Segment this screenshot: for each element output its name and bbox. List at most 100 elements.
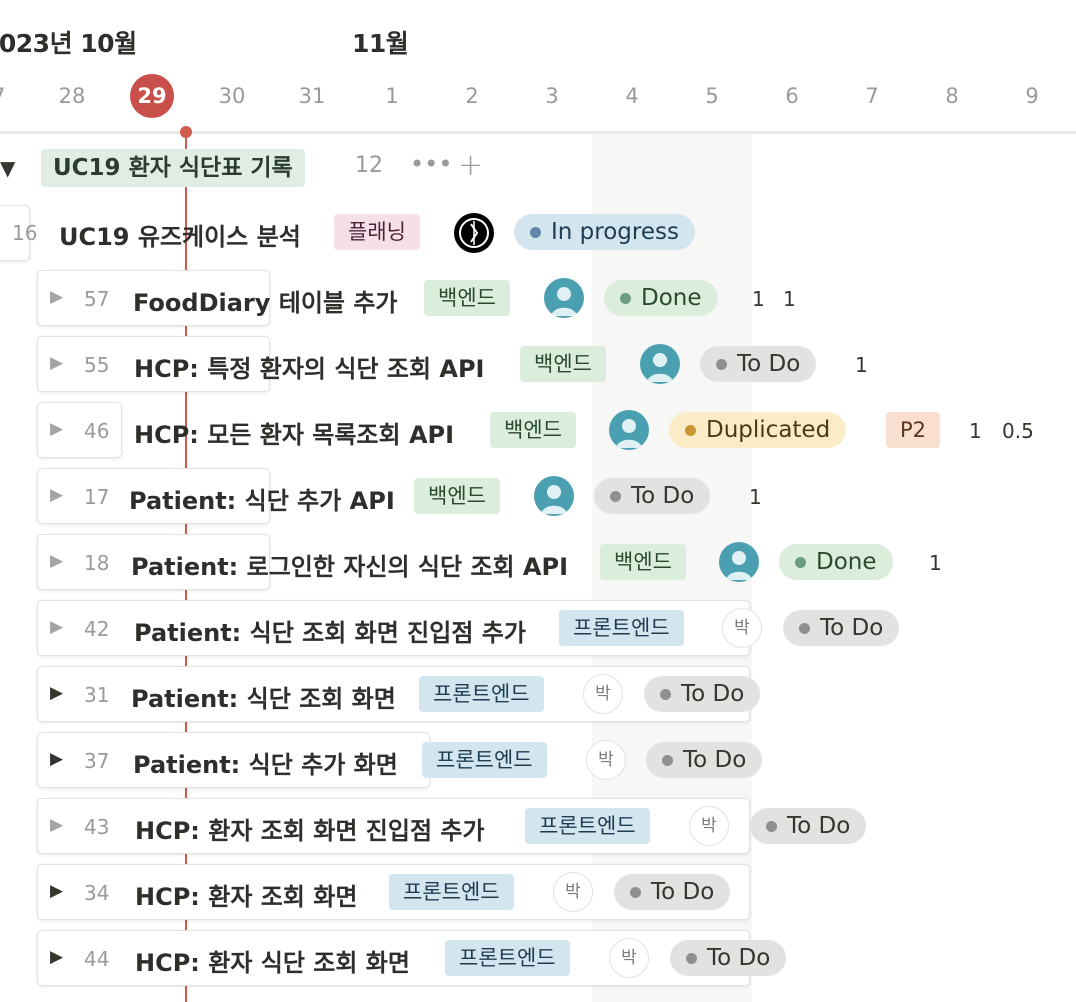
day-label: 9 <box>1025 84 1039 108</box>
status-badge[interactable]: To Do <box>594 478 711 514</box>
item-number: 31 <box>84 683 110 707</box>
estimate-value: 1 <box>749 485 762 509</box>
status-dot-icon <box>795 557 806 568</box>
expand-caret-icon[interactable]: ▶ <box>50 419 64 439</box>
task-bar[interactable] <box>37 666 750 722</box>
expand-caret-icon[interactable]: ▶ <box>50 617 64 637</box>
points-value: 1 <box>783 287 796 311</box>
task-bar[interactable] <box>37 732 430 788</box>
item-title[interactable]: Patient: 식단 추가 API <box>129 487 395 515</box>
day-label: 4 <box>625 84 639 108</box>
status-dot-icon <box>799 623 810 634</box>
expand-caret-icon[interactable]: ▶ <box>50 947 64 967</box>
item-number: 42 <box>84 617 110 641</box>
item-number: 16 <box>12 221 38 245</box>
status-badge[interactable]: To Do <box>644 676 761 712</box>
category-tag: 백엔드 <box>520 346 606 382</box>
expand-caret-icon[interactable]: ▶ <box>50 815 64 835</box>
day-label: 2 <box>465 84 479 108</box>
item-title[interactable]: HCP: 환자 조회 화면 <box>135 883 358 911</box>
expand-caret-icon[interactable]: ▶ <box>50 683 64 703</box>
user-avatar <box>544 278 584 318</box>
item-number: 37 <box>84 749 110 773</box>
day-label: 8 <box>945 84 959 108</box>
item-number: 17 <box>84 485 110 509</box>
item-title[interactable]: Patient: 식단 조회 화면 진입점 추가 <box>134 619 526 647</box>
task-bar[interactable] <box>37 270 270 326</box>
status-badge[interactable]: Duplicated <box>669 412 847 448</box>
user-avatar <box>534 476 574 516</box>
expand-caret-icon[interactable]: ▶ <box>50 485 64 505</box>
day-label: 5 <box>705 84 719 108</box>
item-title[interactable]: HCP: 환자 조회 화면 진입점 추가 <box>135 817 485 845</box>
day-label: 7 <box>865 84 879 108</box>
item-number: 43 <box>84 815 110 839</box>
item-title[interactable]: FoodDiary 테이블 추가 <box>133 289 398 317</box>
status-dot-icon <box>662 755 673 766</box>
status-badge[interactable]: Done <box>604 280 718 316</box>
category-tag: 백엔드 <box>600 544 686 580</box>
item-number: 46 <box>84 419 110 443</box>
item-number: 44 <box>84 947 110 971</box>
category-tag: 백엔드 <box>424 280 510 316</box>
parent-item-bar[interactable] <box>0 205 30 261</box>
today-day-label: 29 <box>130 74 174 118</box>
expand-caret-icon[interactable]: ▶ <box>50 881 64 901</box>
item-title[interactable]: HCP: 특정 환자의 식단 조회 API <box>134 355 485 383</box>
status-badge[interactable]: To Do <box>783 610 900 646</box>
task-bar[interactable] <box>37 534 270 590</box>
day-label: 30 <box>218 84 246 108</box>
item-title[interactable]: Patient: 식단 추가 화면 <box>133 751 398 779</box>
status-badge[interactable]: Done <box>779 544 893 580</box>
status-badge[interactable]: To Do <box>750 808 867 844</box>
task-bar[interactable] <box>37 468 270 524</box>
status-dot-icon <box>686 953 697 964</box>
day-label: 27 <box>0 84 22 108</box>
estimate-value: 1 <box>752 287 765 311</box>
day-label: 28 <box>58 84 86 108</box>
status-badge[interactable]: To Do <box>646 742 763 778</box>
status-dot-icon <box>620 293 631 304</box>
item-title[interactable]: Patient: 식단 조회 화면 <box>131 685 396 713</box>
task-bar[interactable] <box>37 336 270 392</box>
status-badge[interactable]: To Do <box>700 346 817 382</box>
item-title[interactable]: HCP: 환자 식단 조회 화면 <box>135 949 410 977</box>
expand-caret-icon[interactable]: ▶ <box>50 551 64 571</box>
task-bar[interactable] <box>37 798 750 854</box>
status-badge[interactable]: In progress <box>514 214 695 250</box>
expand-caret-icon[interactable]: ▶ <box>50 287 64 307</box>
group-name[interactable]: UC19 환자 식단표 기록 <box>41 149 305 187</box>
item-title[interactable]: HCP: 모든 환자 목록조회 API <box>134 421 455 449</box>
item-number: 18 <box>84 551 110 575</box>
user-avatar: 박 <box>553 872 593 912</box>
status-dot-icon <box>630 887 641 898</box>
group-count: 12 <box>355 153 383 178</box>
expand-caret-icon[interactable]: ▶ <box>50 353 64 373</box>
user-avatar: 박 <box>609 938 649 978</box>
user-avatar <box>609 410 649 450</box>
status-dot-icon <box>766 821 777 832</box>
group-more-button[interactable]: ••• <box>410 150 453 178</box>
group-add-button[interactable]: + <box>458 148 484 183</box>
status-dot-icon <box>660 689 671 700</box>
category-tag: 프론트엔드 <box>422 742 547 778</box>
status-dot-icon <box>610 491 621 502</box>
category-tag: 플래닝 <box>334 214 420 250</box>
status-badge[interactable]: To Do <box>614 874 731 910</box>
header-divider <box>0 131 1076 134</box>
expand-caret-icon[interactable]: ▶ <box>50 749 64 769</box>
points-value: 0.5 <box>1002 419 1034 443</box>
group-collapse-toggle[interactable]: ▼ <box>0 156 16 180</box>
task-bar[interactable] <box>37 402 122 458</box>
item-number: 55 <box>84 353 110 377</box>
day-label: 1 <box>385 84 399 108</box>
item-title[interactable]: UC19 유즈케이스 분석 <box>59 223 301 251</box>
item-title[interactable]: Patient: 로그인한 자신의 식단 조회 API <box>131 553 569 581</box>
estimate-value: 1 <box>855 353 868 377</box>
category-tag: 프론트엔드 <box>389 874 514 910</box>
category-tag: 백엔드 <box>490 412 576 448</box>
day-label: 6 <box>785 84 799 108</box>
status-badge[interactable]: To Do <box>670 940 787 976</box>
day-label: 3 <box>545 84 559 108</box>
user-avatar: 박 <box>583 674 623 714</box>
